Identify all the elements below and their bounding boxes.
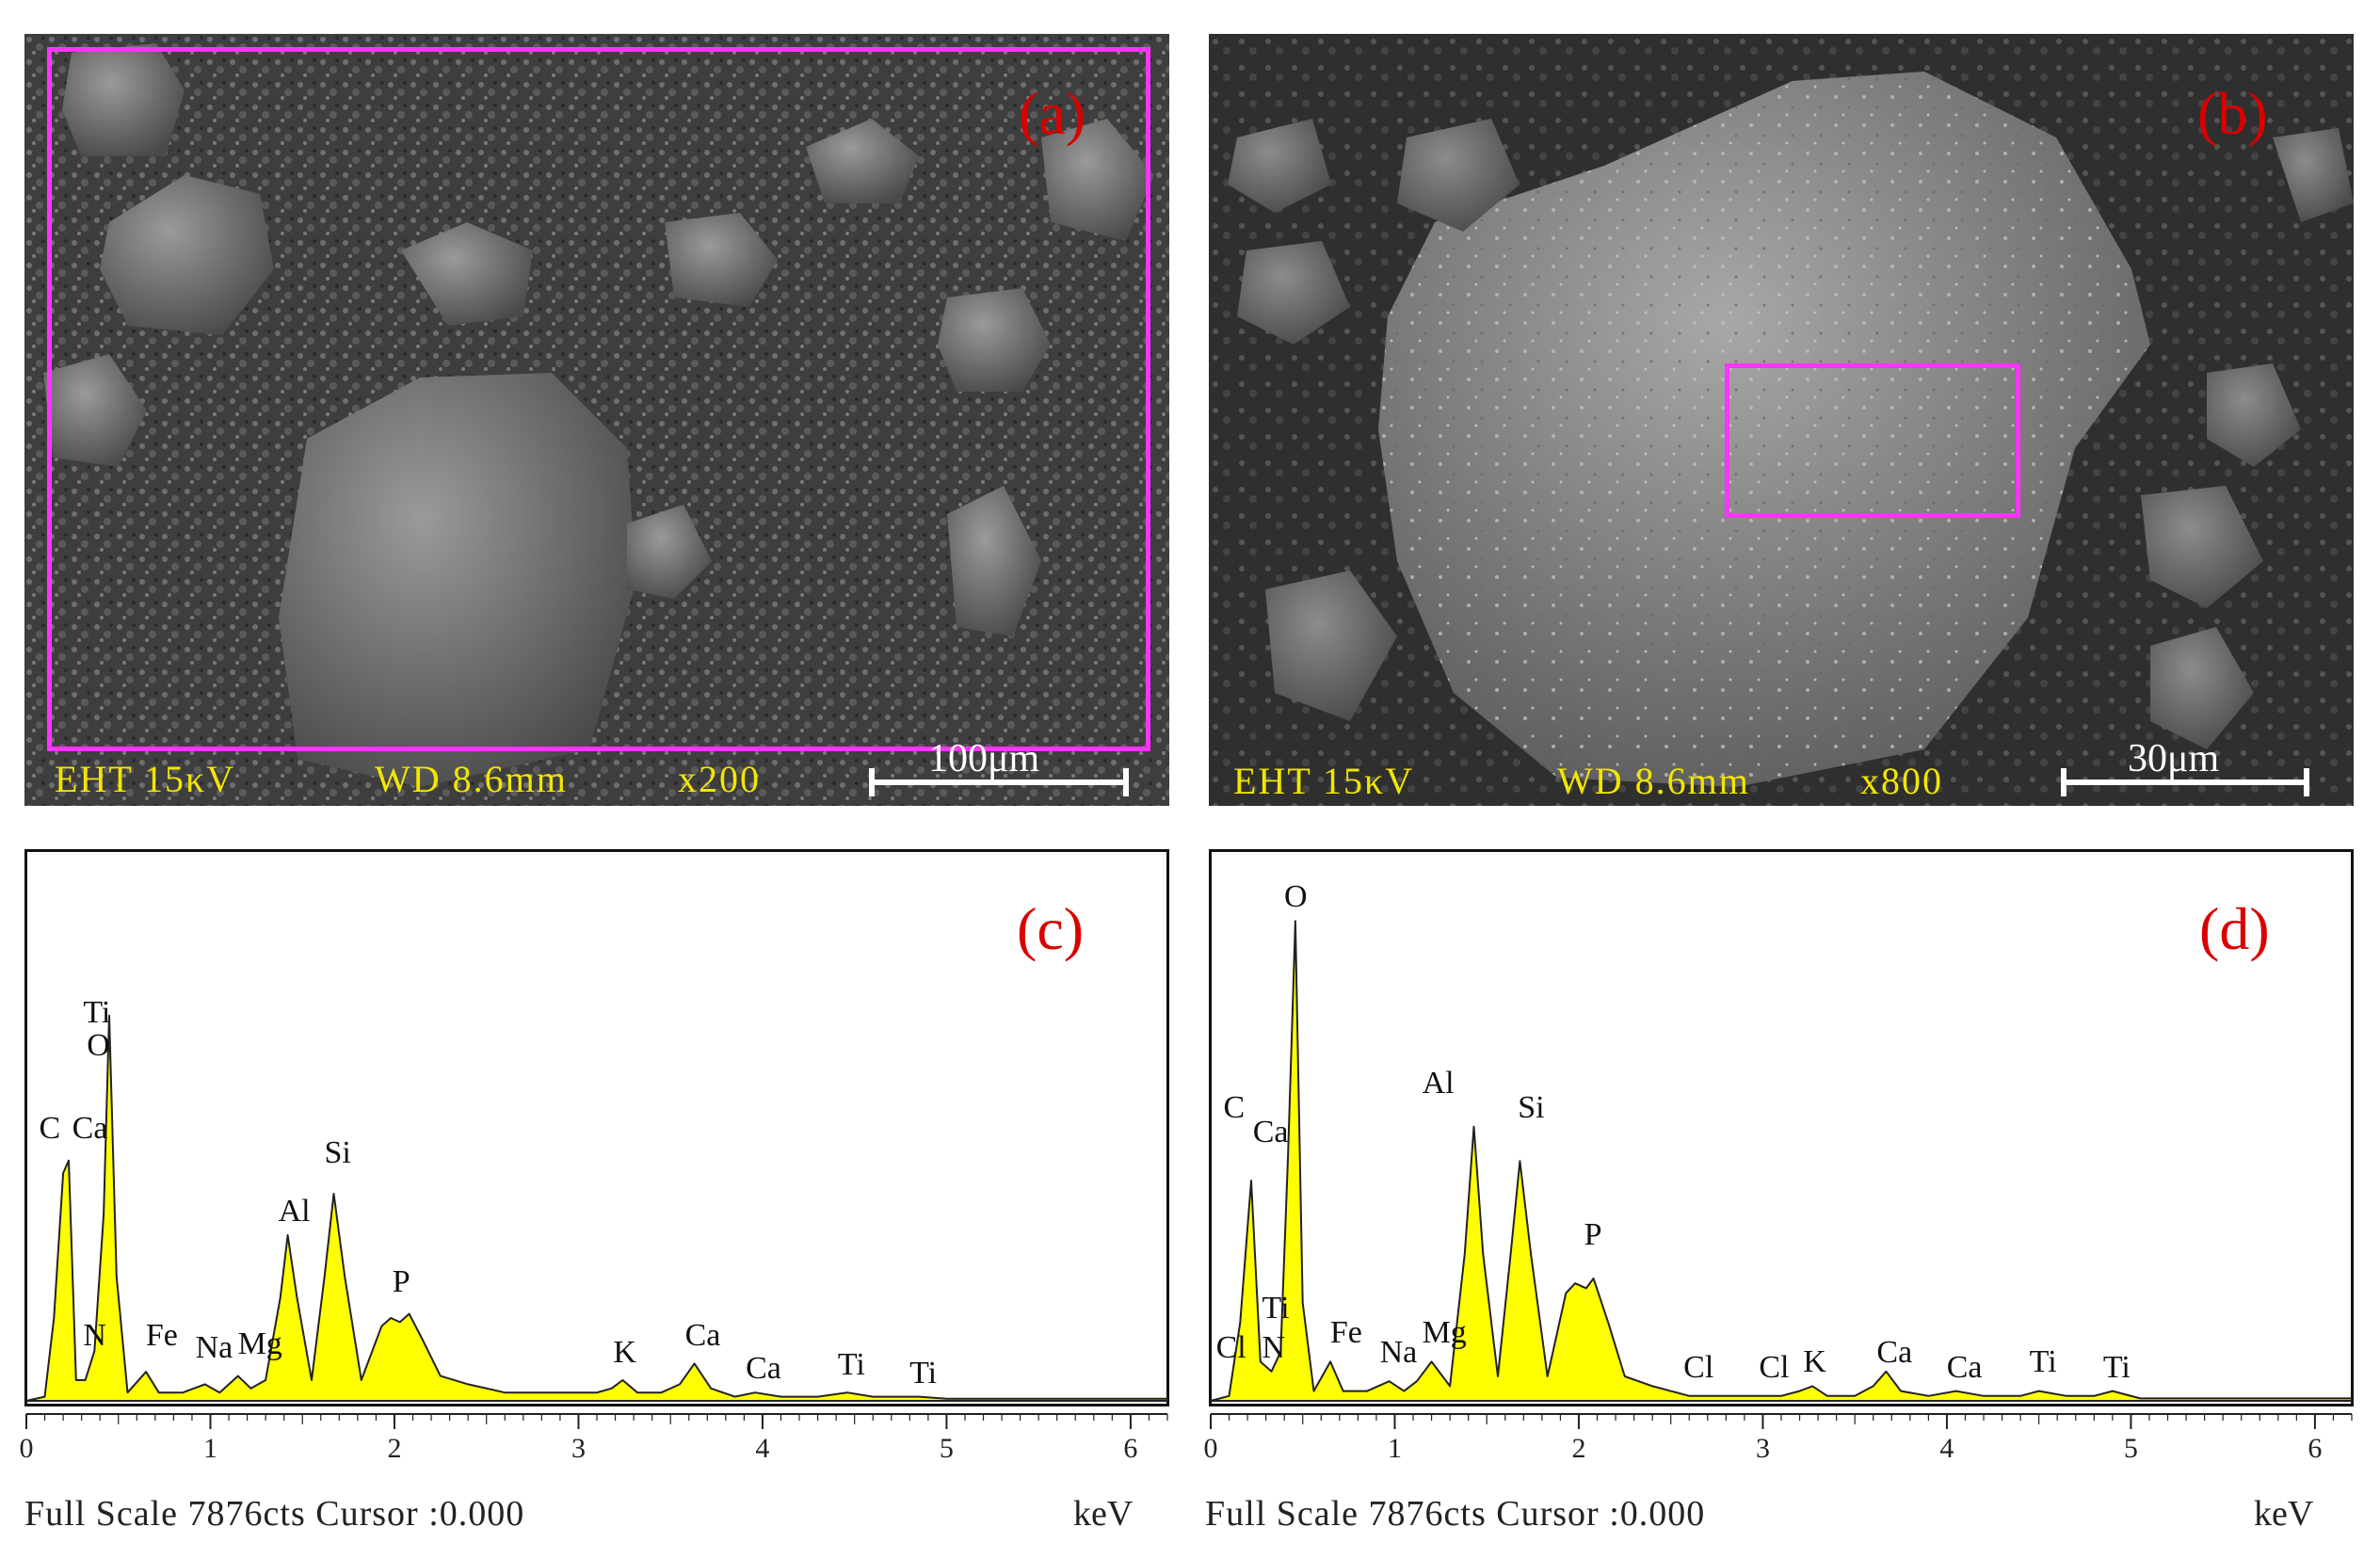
x-tick-label: 0: [1203, 1433, 1218, 1464]
peak-label: Ca: [746, 1351, 781, 1387]
eds-spectrum-d-frame: [1209, 849, 2354, 1406]
peak-label: Fe: [1329, 1315, 1362, 1351]
peak-label: Cl: [1215, 1329, 1246, 1365]
x-tick-label: 3: [571, 1433, 586, 1464]
panel-label-b: (b): [2197, 80, 2268, 147]
peak-label: Ti: [2029, 1344, 2057, 1380]
peak-label: Cl: [1683, 1349, 1714, 1385]
scale-text-b: 30μm: [2128, 737, 2220, 780]
sem-texture-a: [24, 34, 1169, 806]
x-tick-label: 6: [1123, 1433, 1138, 1464]
peak-label: N: [1262, 1329, 1286, 1365]
roi-box-b: [1725, 363, 2020, 518]
panel-label-c: (c): [1017, 895, 1085, 962]
peak-label: Mg: [1422, 1315, 1467, 1351]
peak-label: P: [392, 1263, 410, 1299]
sem-eht-a: EHT 15κV: [55, 758, 236, 800]
spectrum-unit-d: keV: [2254, 1494, 2314, 1534]
peak-label: P: [1584, 1217, 1602, 1253]
peak-label: Mg: [237, 1326, 282, 1361]
sem-mag-a: x200: [678, 758, 761, 800]
x-tick-label: 4: [755, 1433, 770, 1464]
roi-box-a: [47, 47, 1150, 751]
peak-label: Ca: [72, 1111, 108, 1146]
sem-image-b: (b) EHT 15κV WD 8.6mm x800 30μm: [1209, 34, 2354, 806]
x-tick-label: 1: [1387, 1433, 1402, 1464]
x-tick-label: 6: [2308, 1433, 2323, 1464]
peak-label: Si: [324, 1135, 351, 1171]
peak-label: Na: [195, 1330, 233, 1366]
sem-wd-b: WD 8.6mm: [1557, 760, 1750, 802]
peak-label: Ti: [83, 994, 111, 1030]
peak-label: Al: [1422, 1066, 1455, 1101]
peak-label: Ca: [1252, 1115, 1289, 1149]
peak-label: Al: [278, 1194, 311, 1229]
x-tick-label: 2: [1571, 1433, 1586, 1464]
x-tick-label: 4: [1939, 1433, 1954, 1464]
scale-text-a: 100μm: [928, 737, 1040, 780]
peak-label: Si: [1518, 1090, 1545, 1125]
peak-label: Cl: [1759, 1349, 1790, 1385]
peak-label: C: [1223, 1090, 1246, 1125]
peak-label: N: [83, 1318, 106, 1353]
peak-label: Ti: [2102, 1349, 2131, 1385]
x-tick-label: 5: [939, 1433, 954, 1464]
sem-texture-b: [1209, 34, 2354, 806]
x-tick-label: 3: [1755, 1433, 1770, 1464]
peak-label: Ca: [684, 1318, 721, 1353]
sem-mag-b: x800: [1860, 760, 1943, 802]
peak-label: O: [1283, 879, 1308, 915]
scale-bar-b-left-end: [2061, 768, 2066, 796]
peak-label: Fe: [145, 1318, 178, 1353]
spectrum-unit-c: keV: [1073, 1494, 1134, 1534]
peak-label: K: [1803, 1344, 1826, 1380]
peak-label: O: [87, 1028, 110, 1063]
peak-label: C: [39, 1111, 61, 1146]
scale-bar-a-right-end: [1123, 768, 1129, 796]
x-tick-label: 0: [19, 1433, 34, 1464]
eds-spectrum-c-frame: [24, 849, 1169, 1406]
x-tick-label: 2: [387, 1433, 402, 1464]
x-tick-label: 5: [2123, 1433, 2138, 1464]
peak-label: Ti: [837, 1346, 865, 1382]
peak-label: Ca: [1876, 1335, 1913, 1370]
peak-label: Na: [1379, 1335, 1418, 1370]
scale-bar-b-right-end: [2304, 768, 2309, 796]
spectrum-footer-c: Full Scale 7876cts Cursor :0.000: [24, 1494, 525, 1534]
panel-label-d: (d): [2199, 895, 2270, 962]
x-tick-label: 1: [202, 1433, 217, 1464]
panel-label-a: (a): [1019, 80, 1086, 147]
peak-label: Ti: [909, 1355, 938, 1390]
sem-wd-a: WD 8.6mm: [375, 758, 568, 800]
sem-eht-b: EHT 15κV: [1233, 760, 1415, 802]
peak-label: K: [613, 1334, 636, 1370]
peak-label: Ti: [1262, 1291, 1290, 1326]
scale-bar-b: [2064, 780, 2307, 785]
spectrum-footer-d: Full Scale 7876cts Cursor :0.000: [1205, 1494, 1706, 1534]
sem-image-a: (a) EHT 15κV WD 8.6mm x200 100μm: [24, 34, 1169, 806]
scale-bar-a-left-end: [869, 768, 875, 796]
peak-label: Ca: [1946, 1349, 1983, 1385]
scale-bar-a: [872, 780, 1126, 785]
